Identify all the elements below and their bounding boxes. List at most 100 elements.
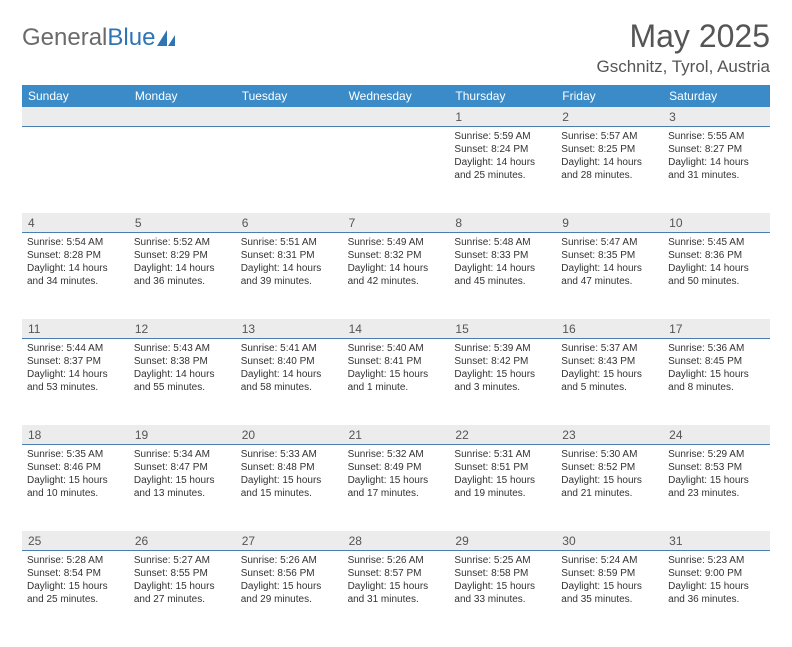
sunset-text: Sunset: 8:54 PM <box>27 567 124 580</box>
daylight-text: Daylight: 15 hours and 3 minutes. <box>454 368 551 394</box>
sunset-text: Sunset: 8:38 PM <box>134 355 231 368</box>
day-number: 13 <box>236 319 343 339</box>
sunrise-text: Sunrise: 5:23 AM <box>668 554 765 567</box>
sunset-text: Sunset: 8:33 PM <box>454 249 551 262</box>
day-cell: Sunrise: 5:32 AMSunset: 8:49 PMDaylight:… <box>343 445 450 531</box>
day-cell <box>236 127 343 213</box>
dow-header: Tuesday <box>236 85 343 107</box>
day-cell: Sunrise: 5:51 AMSunset: 8:31 PMDaylight:… <box>236 233 343 319</box>
sunrise-text: Sunrise: 5:44 AM <box>27 342 124 355</box>
sunrise-text: Sunrise: 5:51 AM <box>241 236 338 249</box>
daylight-text: Daylight: 14 hours and 53 minutes. <box>27 368 124 394</box>
sunrise-text: Sunrise: 5:36 AM <box>668 342 765 355</box>
sunset-text: Sunset: 8:35 PM <box>561 249 658 262</box>
location: Gschnitz, Tyrol, Austria <box>596 57 770 77</box>
daylight-text: Daylight: 15 hours and 23 minutes. <box>668 474 765 500</box>
logo-sail-icon <box>155 28 179 48</box>
sunset-text: Sunset: 8:40 PM <box>241 355 338 368</box>
day-cell: Sunrise: 5:55 AMSunset: 8:27 PMDaylight:… <box>663 127 770 213</box>
sunset-text: Sunset: 8:57 PM <box>348 567 445 580</box>
sunrise-text: Sunrise: 5:52 AM <box>134 236 231 249</box>
dow-header: Monday <box>129 85 236 107</box>
title-block: May 2025 Gschnitz, Tyrol, Austria <box>596 18 770 77</box>
day-number: 24 <box>663 425 770 445</box>
day-number: 20 <box>236 425 343 445</box>
day-number: 10 <box>663 213 770 233</box>
day-number <box>236 107 343 127</box>
sunset-text: Sunset: 8:48 PM <box>241 461 338 474</box>
daylight-text: Daylight: 15 hours and 8 minutes. <box>668 368 765 394</box>
dow-header: Wednesday <box>343 85 450 107</box>
sunrise-text: Sunrise: 5:30 AM <box>561 448 658 461</box>
header: GeneralBlue May 2025 Gschnitz, Tyrol, Au… <box>22 18 770 77</box>
sunrise-text: Sunrise: 5:35 AM <box>27 448 124 461</box>
day-cell: Sunrise: 5:40 AMSunset: 8:41 PMDaylight:… <box>343 339 450 425</box>
day-cell: Sunrise: 5:39 AMSunset: 8:42 PMDaylight:… <box>449 339 556 425</box>
day-cell: Sunrise: 5:45 AMSunset: 8:36 PMDaylight:… <box>663 233 770 319</box>
daylight-text: Daylight: 15 hours and 10 minutes. <box>27 474 124 500</box>
sunrise-text: Sunrise: 5:59 AM <box>454 130 551 143</box>
day-number: 26 <box>129 531 236 551</box>
sunset-text: Sunset: 8:43 PM <box>561 355 658 368</box>
day-cell <box>343 127 450 213</box>
sunset-text: Sunset: 8:31 PM <box>241 249 338 262</box>
sunrise-text: Sunrise: 5:43 AM <box>134 342 231 355</box>
day-cell: Sunrise: 5:31 AMSunset: 8:51 PMDaylight:… <box>449 445 556 531</box>
calendar-page: GeneralBlue May 2025 Gschnitz, Tyrol, Au… <box>0 0 792 647</box>
sunset-text: Sunset: 8:29 PM <box>134 249 231 262</box>
sunrise-text: Sunrise: 5:39 AM <box>454 342 551 355</box>
dow-header: Friday <box>556 85 663 107</box>
dow-header: Saturday <box>663 85 770 107</box>
dow-header: Thursday <box>449 85 556 107</box>
sunrise-text: Sunrise: 5:49 AM <box>348 236 445 249</box>
daylight-text: Daylight: 15 hours and 17 minutes. <box>348 474 445 500</box>
day-number: 1 <box>449 107 556 127</box>
day-number: 25 <box>22 531 129 551</box>
day-number: 31 <box>663 531 770 551</box>
day-cell: Sunrise: 5:29 AMSunset: 8:53 PMDaylight:… <box>663 445 770 531</box>
day-cell: Sunrise: 5:44 AMSunset: 8:37 PMDaylight:… <box>22 339 129 425</box>
day-cell: Sunrise: 5:24 AMSunset: 8:59 PMDaylight:… <box>556 551 663 637</box>
daylight-text: Daylight: 14 hours and 39 minutes. <box>241 262 338 288</box>
day-cell: Sunrise: 5:54 AMSunset: 8:28 PMDaylight:… <box>22 233 129 319</box>
daylight-text: Daylight: 15 hours and 35 minutes. <box>561 580 658 606</box>
daylight-text: Daylight: 15 hours and 5 minutes. <box>561 368 658 394</box>
sunrise-text: Sunrise: 5:48 AM <box>454 236 551 249</box>
day-cell: Sunrise: 5:35 AMSunset: 8:46 PMDaylight:… <box>22 445 129 531</box>
sunrise-text: Sunrise: 5:45 AM <box>668 236 765 249</box>
day-cell: Sunrise: 5:59 AMSunset: 8:24 PMDaylight:… <box>449 127 556 213</box>
sunset-text: Sunset: 8:46 PM <box>27 461 124 474</box>
daylight-text: Daylight: 14 hours and 50 minutes. <box>668 262 765 288</box>
day-cell: Sunrise: 5:25 AMSunset: 8:58 PMDaylight:… <box>449 551 556 637</box>
sunset-text: Sunset: 8:55 PM <box>134 567 231 580</box>
day-number: 7 <box>343 213 450 233</box>
dow-header: Sunday <box>22 85 129 107</box>
day-number: 14 <box>343 319 450 339</box>
day-number: 2 <box>556 107 663 127</box>
sunset-text: Sunset: 8:45 PM <box>668 355 765 368</box>
day-cell: Sunrise: 5:43 AMSunset: 8:38 PMDaylight:… <box>129 339 236 425</box>
day-cell: Sunrise: 5:57 AMSunset: 8:25 PMDaylight:… <box>556 127 663 213</box>
day-number: 17 <box>663 319 770 339</box>
day-number: 3 <box>663 107 770 127</box>
month-title: May 2025 <box>596 18 770 55</box>
day-cell: Sunrise: 5:48 AMSunset: 8:33 PMDaylight:… <box>449 233 556 319</box>
sunset-text: Sunset: 8:59 PM <box>561 567 658 580</box>
day-number: 28 <box>343 531 450 551</box>
day-number: 16 <box>556 319 663 339</box>
daylight-text: Daylight: 15 hours and 27 minutes. <box>134 580 231 606</box>
daylight-text: Daylight: 15 hours and 1 minute. <box>348 368 445 394</box>
day-cell: Sunrise: 5:34 AMSunset: 8:47 PMDaylight:… <box>129 445 236 531</box>
sunset-text: Sunset: 8:32 PM <box>348 249 445 262</box>
day-number <box>22 107 129 127</box>
sunset-text: Sunset: 8:56 PM <box>241 567 338 580</box>
day-cell: Sunrise: 5:28 AMSunset: 8:54 PMDaylight:… <box>22 551 129 637</box>
sunset-text: Sunset: 8:24 PM <box>454 143 551 156</box>
day-cell: Sunrise: 5:27 AMSunset: 8:55 PMDaylight:… <box>129 551 236 637</box>
sunrise-text: Sunrise: 5:26 AM <box>348 554 445 567</box>
sunrise-text: Sunrise: 5:40 AM <box>348 342 445 355</box>
sunrise-text: Sunrise: 5:34 AM <box>134 448 231 461</box>
day-number: 11 <box>22 319 129 339</box>
sunrise-text: Sunrise: 5:27 AM <box>134 554 231 567</box>
sunset-text: Sunset: 8:49 PM <box>348 461 445 474</box>
